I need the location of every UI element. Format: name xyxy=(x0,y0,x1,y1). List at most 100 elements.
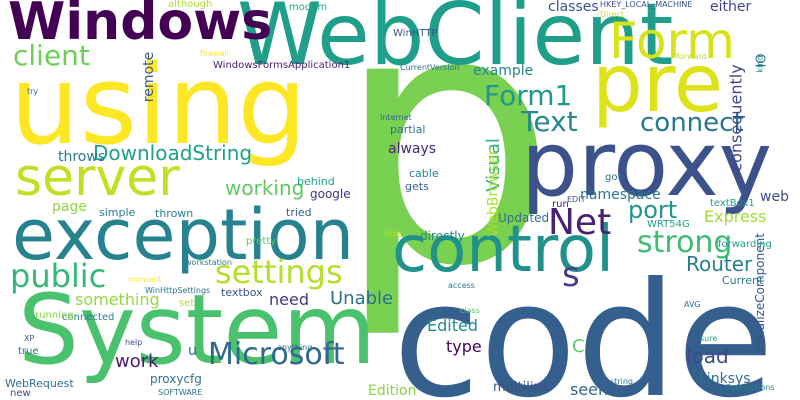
word: Microsoft xyxy=(208,337,345,372)
word: XP xyxy=(24,334,35,343)
word: work xyxy=(115,351,159,372)
word: Form1 xyxy=(484,79,573,112)
word: Updated xyxy=(498,211,550,225)
word: set xyxy=(179,298,195,309)
word: WinHttpSettings xyxy=(145,286,211,295)
word: HKEY_LOCAL_MACHINE xyxy=(600,0,693,9)
word: public xyxy=(10,257,107,295)
word: partial xyxy=(390,123,426,136)
word: true xyxy=(18,346,39,357)
word: Connections xyxy=(725,383,775,392)
word: connect xyxy=(640,108,744,138)
word: class xyxy=(460,306,480,315)
word: Text xyxy=(521,105,578,138)
word: although xyxy=(168,0,213,10)
word: connected xyxy=(62,312,115,323)
word: sure xyxy=(700,334,718,343)
word: namespace xyxy=(580,187,661,203)
word: got xyxy=(605,172,622,183)
word: running xyxy=(35,310,74,321)
word: simple xyxy=(99,206,136,219)
word: pretty xyxy=(246,236,277,247)
word: strong xyxy=(637,225,733,260)
word: load xyxy=(686,344,729,368)
word: WindowsFormsApplication1 xyxy=(213,60,351,71)
word: Internet xyxy=(380,113,412,122)
word: help xyxy=(125,338,143,347)
word: modem xyxy=(289,2,328,13)
word: EDIT xyxy=(567,195,586,204)
word: access xyxy=(448,281,475,290)
word: Edited xyxy=(427,316,478,335)
word: proxy xyxy=(521,112,772,217)
word: google xyxy=(310,187,351,201)
word: working xyxy=(225,176,305,200)
word: either xyxy=(710,0,752,15)
word: something xyxy=(75,290,160,309)
word: anything xyxy=(277,343,313,352)
word: Current xyxy=(722,274,764,287)
word: s xyxy=(562,255,580,295)
word: type xyxy=(446,337,482,356)
word: workstation xyxy=(185,258,232,267)
word: gets xyxy=(405,180,429,193)
word: try xyxy=(27,87,39,96)
word: InitializeComponent xyxy=(752,233,767,353)
word: CurrentVersion xyxy=(400,63,460,72)
word: Form xyxy=(609,12,735,70)
word: Direct xyxy=(600,10,624,19)
word: new xyxy=(10,388,31,399)
word: u xyxy=(188,343,197,359)
word: WinHTTP xyxy=(393,28,438,39)
word: behind xyxy=(297,175,335,188)
word: pre xyxy=(592,37,724,130)
word: directly xyxy=(420,229,465,243)
word: thrown xyxy=(155,207,194,220)
word: Windows xyxy=(8,0,273,52)
word: throws xyxy=(58,149,106,165)
word: moment xyxy=(128,275,162,284)
word: Edition xyxy=(368,383,417,399)
word: forwarding xyxy=(718,239,772,250)
word: using xyxy=(10,41,308,169)
word: multiline xyxy=(493,380,550,395)
word: string xyxy=(610,377,633,386)
word: page xyxy=(52,199,87,215)
word: firewall xyxy=(200,49,229,58)
word: classes xyxy=(548,0,599,15)
word: server xyxy=(15,148,180,208)
word: client xyxy=(13,39,90,72)
word: code xyxy=(393,249,775,400)
word: line xyxy=(384,229,403,240)
word: proxycfg xyxy=(150,372,202,386)
word: Unable xyxy=(330,288,394,309)
word: System xyxy=(18,274,376,386)
word: SOFTWARE xyxy=(158,388,203,397)
word: AVG xyxy=(684,300,701,309)
word: Linksys xyxy=(699,371,751,387)
word: Net xyxy=(548,202,612,243)
word: run xyxy=(552,199,569,210)
word: kind xyxy=(755,55,765,73)
word: always xyxy=(388,141,437,157)
word: port xyxy=(628,196,678,224)
word: p xyxy=(335,0,558,343)
word: C xyxy=(572,336,585,357)
word: WebClient xyxy=(237,0,674,85)
word: DownloadString xyxy=(93,141,253,165)
word: textbox xyxy=(221,286,263,299)
word: seem xyxy=(570,380,614,399)
word: remote xyxy=(141,51,158,103)
word: cable xyxy=(409,167,439,180)
word: WebRequest xyxy=(5,377,74,390)
word: forward xyxy=(676,52,707,61)
word: web xyxy=(760,189,789,205)
word: textBox1 xyxy=(710,198,755,209)
word: need xyxy=(269,290,309,309)
word: WRT54G xyxy=(647,219,690,230)
word: Express xyxy=(704,207,767,226)
word: consequently xyxy=(726,64,746,172)
word: exception xyxy=(12,194,355,276)
word: tried xyxy=(286,206,312,219)
